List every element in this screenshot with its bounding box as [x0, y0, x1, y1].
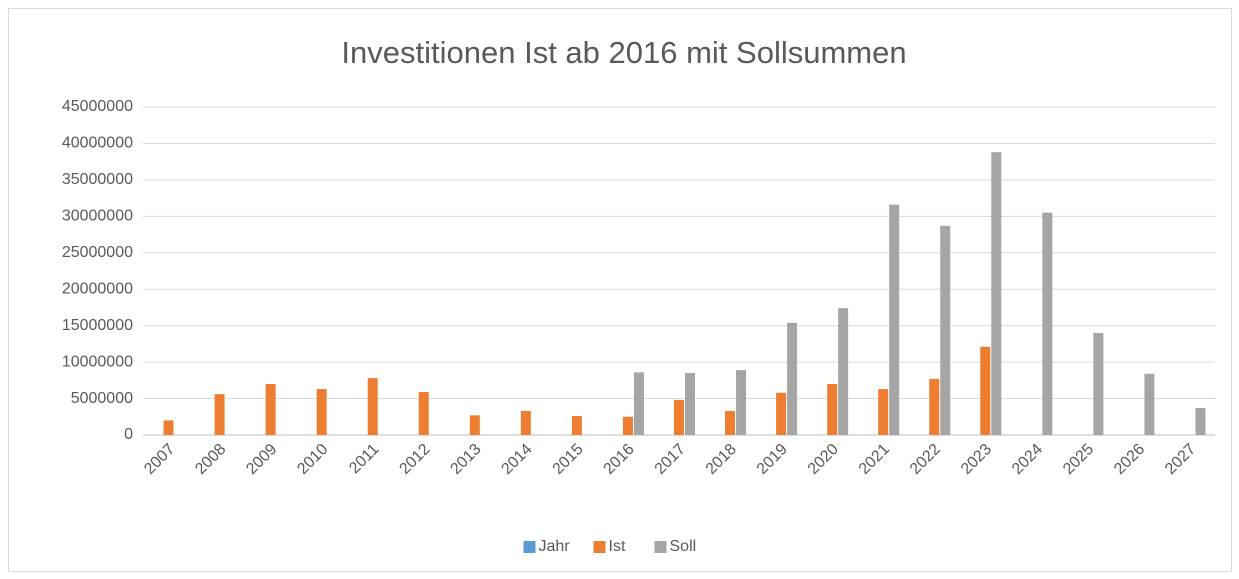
bar — [787, 322, 798, 435]
bar — [685, 373, 695, 435]
y-tick-label: 35000000 — [62, 171, 133, 188]
legend-swatch — [593, 541, 606, 553]
y-tick-label: 5000000 — [71, 390, 133, 407]
y-tick-label: 0 — [124, 426, 133, 443]
bar — [469, 415, 480, 435]
bar — [776, 392, 787, 435]
bar — [725, 410, 736, 435]
bar — [1093, 332, 1104, 435]
bar — [265, 383, 276, 435]
bar — [980, 346, 991, 435]
legend-label: Ist — [609, 538, 626, 555]
y-tick-label: 20000000 — [62, 280, 133, 297]
bar — [991, 152, 1002, 436]
bar — [1195, 408, 1206, 435]
bar — [940, 225, 951, 435]
bar — [878, 389, 889, 435]
y-tick-label: 25000000 — [62, 244, 133, 261]
y-tick-label: 45000000 — [62, 98, 133, 115]
legend-swatch — [654, 541, 667, 553]
bar — [1144, 373, 1155, 435]
bar — [827, 383, 838, 435]
bar — [622, 416, 633, 435]
bar — [418, 391, 429, 435]
y-tick-label: 15000000 — [62, 317, 133, 334]
bar — [838, 308, 849, 435]
y-tick-label: 10000000 — [62, 353, 133, 370]
legend-label: Jahr — [539, 538, 571, 555]
y-tick-label: 30000000 — [62, 208, 133, 225]
bar — [633, 372, 644, 435]
chart-title: Investitionen Ist ab 2016 mit Sollsummen — [341, 35, 906, 70]
bar — [367, 378, 378, 435]
bar — [214, 394, 225, 435]
bar — [316, 389, 327, 435]
bar — [520, 410, 531, 435]
bar — [889, 204, 900, 435]
bar — [571, 416, 582, 435]
legend-label: Soll — [670, 538, 697, 555]
bar — [163, 420, 174, 435]
bar — [929, 378, 940, 435]
chart-border — [8, 8, 1232, 572]
bar — [674, 400, 684, 435]
y-tick-label: 40000000 — [62, 135, 133, 152]
bar — [736, 370, 747, 435]
legend-swatch — [523, 541, 536, 553]
bar — [1042, 212, 1053, 435]
